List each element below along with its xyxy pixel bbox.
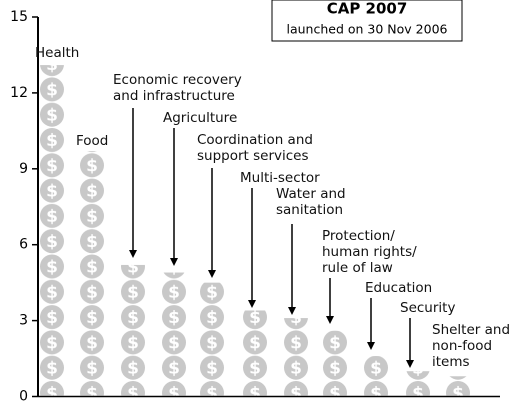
bag-column <box>117 264 149 396</box>
arrow-head <box>248 300 256 308</box>
bag-column <box>402 371 434 396</box>
bag-column <box>36 65 68 396</box>
category-label: Water and sanitation <box>276 186 346 218</box>
category-label: Coordination and support services <box>197 132 313 164</box>
bag-column <box>196 282 228 396</box>
arrow-head <box>367 342 375 350</box>
column <box>442 376 474 396</box>
bag-column <box>360 356 392 396</box>
column <box>239 310 271 396</box>
category-label: Health <box>35 45 80 61</box>
bag-column <box>319 330 351 396</box>
category-label: Economic recovery and infrastructure <box>113 72 242 104</box>
title-box <box>271 0 463 42</box>
category-label: Shelter and non-food items <box>432 322 511 370</box>
bag-column <box>158 272 190 396</box>
chart-subtitle: launched on 30 Nov 2006 <box>287 22 448 37</box>
bag-column <box>280 318 312 396</box>
category-label: Agriculture <box>163 110 238 126</box>
bag-column <box>76 151 108 396</box>
arrow-head <box>326 316 334 324</box>
column <box>36 65 68 396</box>
column <box>360 356 392 396</box>
column <box>76 151 108 396</box>
bag-column <box>442 376 474 396</box>
y-tick-label: 9 <box>19 161 28 177</box>
column <box>280 318 312 396</box>
y-tick-label: 0 <box>19 389 28 404</box>
bag-column <box>239 310 271 396</box>
category-label: Protection/ human rights/ rule of law <box>322 228 417 276</box>
y-tick-label: 3 <box>19 313 28 329</box>
arrow-head <box>129 250 137 258</box>
category-label: Food <box>76 133 109 149</box>
y-tick-label: 6 <box>19 237 28 253</box>
column <box>158 272 190 396</box>
arrow-head <box>208 270 216 278</box>
category-label: Multi-sector <box>240 170 320 186</box>
column <box>196 282 228 396</box>
arrow-head <box>406 360 414 368</box>
chart-title: CAP 2007 <box>327 0 408 18</box>
column <box>117 264 149 396</box>
y-tick-label: 15 <box>10 9 28 25</box>
column <box>402 371 434 396</box>
category-label: Education <box>365 280 433 296</box>
category-label: Security <box>400 300 456 316</box>
column <box>319 330 351 396</box>
y-tick-label: 12 <box>10 85 28 101</box>
arrow-head <box>170 258 178 266</box>
arrow-head <box>288 307 296 315</box>
